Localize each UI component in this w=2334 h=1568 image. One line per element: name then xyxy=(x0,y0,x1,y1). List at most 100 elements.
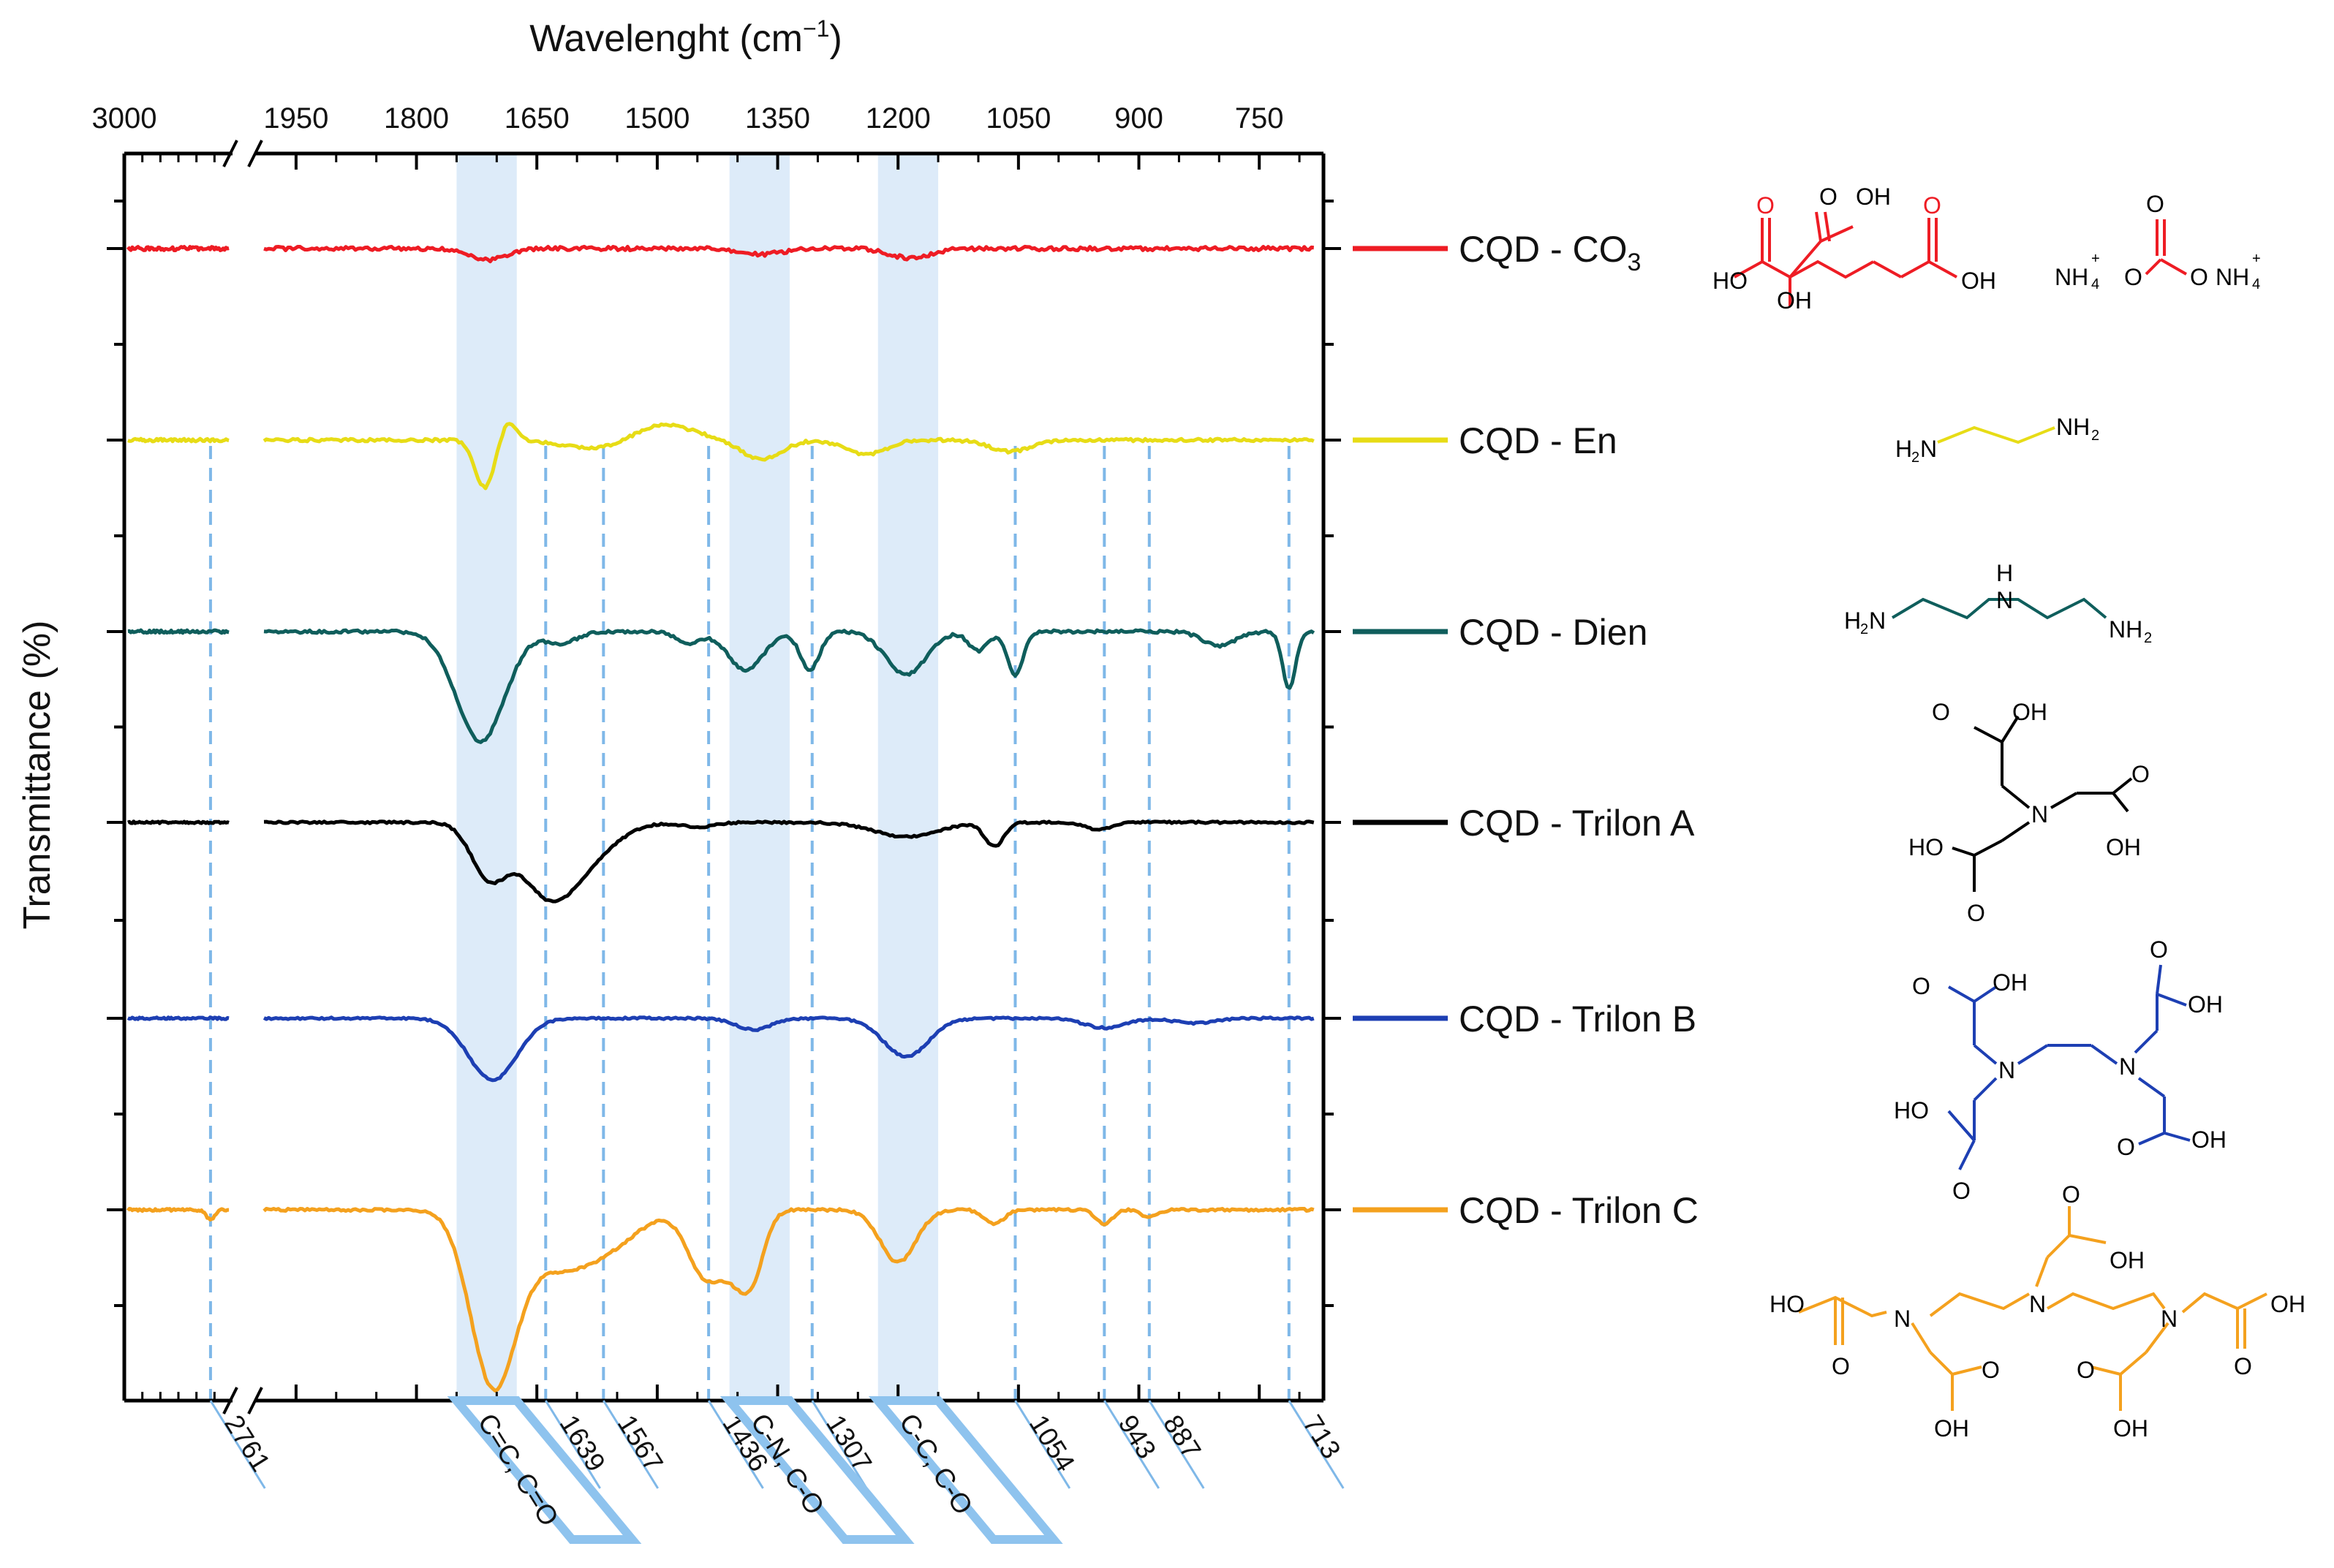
svg-text:OH: OH xyxy=(2012,699,2047,725)
legend-label-2: CQD - Dien xyxy=(1459,612,1647,653)
peak-label-943: 943 xyxy=(1113,1410,1162,1464)
shaded-band-2 xyxy=(729,154,790,1401)
peak-label-1567: 1567 xyxy=(612,1410,669,1477)
x-tick-label-900: 900 xyxy=(1114,102,1163,135)
svg-text:OH: OH xyxy=(1934,1415,1969,1442)
svg-text:OH: OH xyxy=(2113,1415,2148,1442)
structure-en-labels: H 2 N NH 2 xyxy=(1895,414,2099,466)
plot-frame xyxy=(122,151,1326,1403)
peak-label-1639: 1639 xyxy=(554,1410,611,1477)
series-line-3 xyxy=(263,819,1315,904)
band-annotation-box-3 xyxy=(868,1396,1063,1544)
x-tick-label-3000: 3000 xyxy=(92,102,157,135)
peak-label-1054: 1054 xyxy=(1024,1410,1081,1477)
legend: CQD - CO3 CQD - En CQD - Dien CQD - Trilon … xyxy=(1353,229,1699,1231)
x-tick-label-1050: 1050 xyxy=(986,102,1051,135)
legend-label-5: CQD - Trilon C xyxy=(1459,1190,1699,1231)
svg-text:O: O xyxy=(2150,936,2168,963)
svg-text:N: N xyxy=(2031,801,2048,827)
structure-trilon-a-labels: O OH N O OH HO O xyxy=(1908,699,2150,926)
svg-text:O: O xyxy=(1832,1353,1850,1379)
peak-slant-943 xyxy=(1103,1400,1160,1489)
svg-text:O: O xyxy=(1819,183,1838,210)
svg-text:OH: OH xyxy=(2110,1247,2145,1273)
peak-label-2761: 2761 xyxy=(219,1410,276,1477)
svg-text:N: N xyxy=(1869,607,1886,634)
x-tick-label-1350: 1350 xyxy=(745,102,810,135)
svg-text:4: 4 xyxy=(2252,276,2260,292)
structure-en xyxy=(1937,425,2055,444)
series-line-3-left xyxy=(126,819,230,825)
svg-text:N: N xyxy=(2119,1053,2136,1080)
svg-text:N: N xyxy=(1996,587,2013,613)
legend-label-4: CQD - Trilon B xyxy=(1459,999,1696,1039)
peak-slant-1436 xyxy=(707,1400,764,1489)
svg-text:2: 2 xyxy=(2144,630,2152,646)
svg-text:O: O xyxy=(1923,192,1941,219)
structure-trilon-b xyxy=(1947,964,2191,1170)
svg-text:O: O xyxy=(1967,900,1985,926)
svg-text:O: O xyxy=(2117,1134,2135,1160)
peak-slant-887 xyxy=(1148,1400,1205,1489)
svg-text:O: O xyxy=(1912,973,1930,999)
svg-text:OH: OH xyxy=(2188,991,2223,1018)
svg-text:N: N xyxy=(2161,1306,2178,1332)
svg-text:HO: HO xyxy=(1894,1097,1929,1124)
shaded-bands xyxy=(456,154,939,1401)
svg-text:N: N xyxy=(1894,1306,1911,1332)
peak-label-887: 887 xyxy=(1157,1410,1206,1464)
legend-label-3: CQD - Trilon A xyxy=(1459,803,1695,844)
svg-text:NH: NH xyxy=(2056,414,2090,440)
svg-text:O: O xyxy=(1756,192,1775,219)
svg-text:OH: OH xyxy=(1777,287,1812,314)
x-tick-label-1950: 1950 xyxy=(263,102,328,135)
peak-label-713: 713 xyxy=(1297,1410,1346,1464)
x-tick-label-750: 750 xyxy=(1235,102,1284,135)
spectra-lines xyxy=(126,244,1315,1393)
svg-text:O: O xyxy=(2062,1181,2080,1208)
svg-text:O: O xyxy=(2146,191,2164,217)
series-line-0 xyxy=(263,244,1315,264)
svg-text:O: O xyxy=(2077,1357,2095,1383)
svg-text:O: O xyxy=(2124,264,2142,290)
svg-text:+: + xyxy=(2252,251,2261,267)
peak-slant-1054 xyxy=(1014,1400,1071,1489)
structure-co3 xyxy=(1734,211,1957,306)
svg-text:O: O xyxy=(2234,1353,2252,1379)
structure-trilon-c-labels: HO O N N N O OH OH O OH O OH O xyxy=(1770,1181,2305,1442)
series-line-5 xyxy=(263,1206,1315,1393)
peak-slant-1567 xyxy=(603,1400,659,1489)
svg-text:H: H xyxy=(1996,560,2013,586)
band-annotation-box-1 xyxy=(447,1396,642,1544)
x-tick-label-1650: 1650 xyxy=(505,102,570,135)
band-annotation-label-1: C=C, C=O xyxy=(472,1409,564,1531)
series-line-4-left xyxy=(126,1015,230,1021)
svg-text:4: 4 xyxy=(2091,276,2099,292)
peak-slant-713 xyxy=(1288,1400,1345,1489)
svg-text:O: O xyxy=(2131,761,2150,787)
y-axis-title: Transmittance (%) xyxy=(16,621,58,930)
series-line-0-left xyxy=(126,245,230,252)
structure-trilon-b-labels: O OH N N O OH HO O O OH xyxy=(1894,936,2227,1204)
svg-text:2: 2 xyxy=(2091,428,2099,444)
structure-co3-labels: O OH O O HO OH OH NH 4 + O O O NH 4 + xyxy=(1712,183,2261,314)
svg-text:HO: HO xyxy=(1770,1291,1805,1317)
structure-trilon-a xyxy=(1952,715,2133,892)
svg-text:OH: OH xyxy=(2191,1126,2227,1153)
peak-slant-1307 xyxy=(811,1400,868,1489)
svg-text:N: N xyxy=(1920,436,1937,462)
structure-co3-carbonate xyxy=(2145,219,2187,276)
svg-text:O: O xyxy=(2190,264,2208,290)
svg-text:O: O xyxy=(1952,1178,1971,1204)
series-line-1 xyxy=(263,422,1315,491)
svg-text:NH: NH xyxy=(2055,264,2088,290)
svg-text:O: O xyxy=(1932,699,1950,725)
series-line-2 xyxy=(263,628,1315,744)
svg-text:NH: NH xyxy=(2216,264,2249,290)
band-annotation-label-3: C-C, C-O xyxy=(894,1409,978,1520)
peak-slant-2761 xyxy=(209,1400,266,1489)
svg-text:OH: OH xyxy=(2270,1291,2305,1317)
svg-text:N: N xyxy=(2029,1291,2046,1317)
